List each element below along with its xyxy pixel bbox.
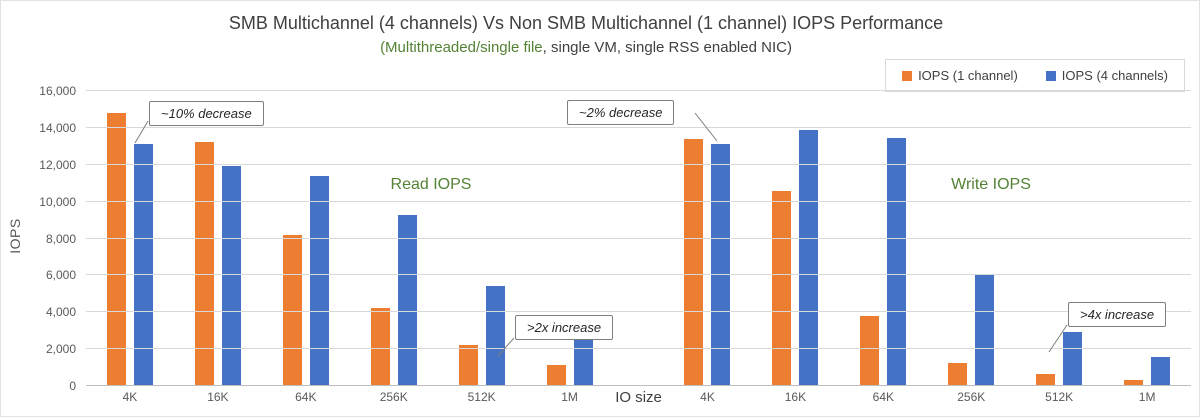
bar-read-4k-4channels [133,144,153,386]
y-tick-label: 8,000 [45,231,76,246]
legend-label-4channels: IOPS (4 channels) [1061,68,1168,83]
x-axis-labels: 4K 16K 64K 256K 512K 1M IO size 4K 16K 64K 256K 512… [86,389,1191,406]
category-write-512k [1015,91,1103,386]
x-axis-line [86,385,1191,386]
legend-item-1channel: IOPS (1 channel) [902,68,1018,83]
bar-read-64k-4channels [309,175,329,386]
gridline [86,163,1191,165]
bar-read-4k-1channel [106,113,126,386]
category-read-256k [350,91,438,386]
bar-write-16k-4channels [799,129,819,386]
y-tick-label: 6,000 [45,268,76,283]
plot-area: Read IOPS Write IOPS 0 2,000 4,000 6,000 8,0… [39,84,1191,393]
x-tick-label: 4K [700,390,715,404]
bar-write-4k-4channels [711,144,731,386]
x-tick-label: 256K [379,390,408,404]
x-tick-label: 512K [467,390,496,404]
category-read-16k [174,91,262,386]
x-tick-label: 1M [1138,390,1156,404]
y-tick-label: 10,000 [39,194,76,209]
category-read-512k [438,91,526,386]
bar-read-1m-1channel [546,364,566,386]
category-read-64k [262,91,350,386]
bar-write-64k-4channels [887,138,907,386]
gridline [86,237,1191,239]
gridline [86,200,1191,202]
bar-write-256k-4channels [975,275,995,386]
annotation-write-1m-increase: >4x increase [1068,302,1167,327]
category-read-4k [86,91,174,386]
legend-label-1channel: IOPS (1 channel) [918,68,1018,83]
chart-subtitle: (Multithreaded/single file, single VM, s… [1,39,1171,56]
bar-write-16k-1channel [772,191,792,386]
x-tick-label: 4K [122,390,138,404]
y-tick-label: 16,000 [39,84,76,98]
bar-write-64k-1channel [860,315,880,386]
x-tick-label: 16K [784,390,807,404]
x-tick-label: 64K [872,390,895,404]
bar-write-256k-1channel [948,362,968,386]
annotation-read-1m-increase: >2x increase [515,315,614,340]
gridline [86,274,1191,276]
bars-row [86,91,1191,386]
bar-write-512k-1channel [1036,374,1056,386]
x-tick-label: 1M [561,390,578,404]
write-group-label: Write IOPS [951,176,1031,193]
gridline [86,126,1191,128]
bar-read-1m-4channels [573,334,593,386]
read-group-label: Read IOPS [390,176,472,193]
category-write-1m [1103,91,1191,386]
bar-read-512k-4channels [485,285,505,386]
category-write-64k [839,91,927,386]
category-write-256k [927,91,1015,386]
category-read-1m [526,91,614,386]
category-write-16k [751,91,839,386]
x-tick-label: 256K [957,390,986,404]
y-tick-label: 2,000 [45,342,76,357]
chart-title: SMB Multichannel (4 channels) Vs Non SMB… [228,13,944,33]
annotation-write-4k-decrease: ~2% decrease [567,100,675,125]
annotation-read-4k-decrease: ~10% decrease [149,101,264,126]
category-write-4k [664,91,752,386]
legend-swatch-orange-icon [902,70,913,81]
x-tick-label: 64K [295,390,317,404]
y-tick-label: 4,000 [45,305,76,320]
gridline [86,90,1191,91]
bar-read-256k-1channel [370,307,390,386]
legend: IOPS (1 channel) IOPS (4 channels) [885,59,1185,92]
legend-swatch-blue-icon [1045,70,1056,81]
annotation-text: >2x increase [527,320,602,335]
bar-write-1m-1channel [1124,379,1144,386]
bar-read-256k-4channels [397,214,417,386]
y-tick-label: 0 [69,379,76,393]
annotation-text: ~10% decrease [161,106,252,121]
group-gap: IO size [614,389,664,406]
legend-item-4channels: IOPS (4 channels) [1045,68,1168,83]
chart-subtitle-rest: , single VM, single RSS enabled NIC) [542,39,792,56]
chart-subtitle-highlight: (Multithreaded/single file [380,39,543,56]
gridline [86,311,1191,313]
y-tick-label: 14,000 [39,120,76,135]
bar-read-16k-1channel [194,141,214,386]
bar-read-512k-1channel [458,344,478,386]
x-tick-label: 16K [207,390,229,404]
annotation-text: ~2% decrease [579,105,663,120]
bar-read-16k-4channels [221,165,241,386]
x-axis-title: IO size [615,389,662,406]
y-tick-label: 12,000 [39,157,76,172]
bar-write-1m-4channels [1151,357,1171,386]
x-tick-label: 512K [1045,390,1074,404]
gridline [86,348,1191,350]
annotation-text: >4x increase [1080,307,1155,322]
bar-write-512k-4channels [1063,331,1083,386]
